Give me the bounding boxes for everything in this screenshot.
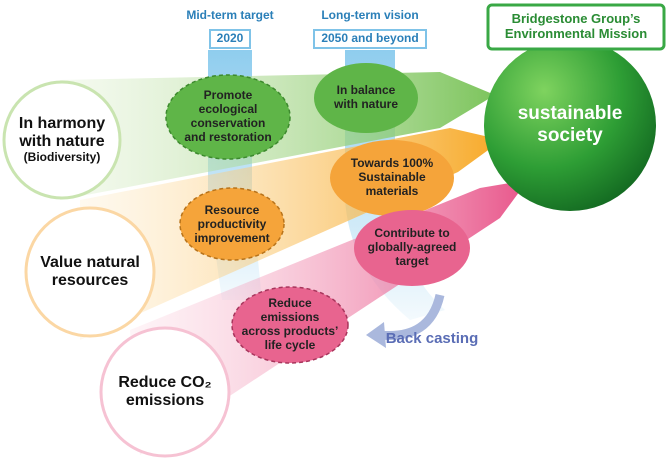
pillar-circle	[99, 326, 231, 458]
initiative-ellipse	[330, 140, 454, 216]
initiative-label: Resource productivity improvement	[194, 203, 270, 245]
initiative-label: Promote ecological conservation and rest…	[184, 88, 272, 144]
timeline-year-box: 2050 and beyond	[300, 28, 440, 50]
pillar: In harmony with nature (Biodiversity)	[14, 105, 110, 175]
initiative-label: Towards 100% Sustainable materials	[350, 156, 434, 198]
mission-line: Bridgestone Group’s	[511, 11, 641, 27]
timeline-label: Long-term vision	[321, 8, 419, 23]
pillar-circle	[2, 80, 122, 200]
back-casting-arrow	[379, 293, 445, 340]
timeline-year: 2050 and beyond	[313, 29, 427, 49]
timeline-year: 2020	[208, 29, 252, 49]
mission-box	[486, 3, 666, 51]
back-casting-label: Back casting	[385, 330, 479, 348]
goal: sustainable society	[517, 103, 623, 146]
initiative-label: Reduce emissions across products’ life c…	[241, 296, 339, 352]
initiative-ellipse	[231, 286, 349, 364]
pillar-title: Value natural resources	[40, 253, 140, 289]
pillar-title: In harmony with nature	[18, 114, 106, 151]
initiative-ellipse	[354, 210, 470, 286]
mission: Bridgestone Group’s Environmental Missio…	[488, 7, 664, 47]
pillar-title: Reduce CO₂ emissions	[118, 373, 212, 409]
mission-line: Environmental Mission	[504, 26, 648, 41]
initiative-ellipse	[165, 74, 291, 160]
pillar-circle	[24, 206, 156, 338]
timeline-year-box: 2020	[180, 28, 280, 50]
initiative-label: Contribute to globally-agreed target	[367, 226, 457, 268]
initiative-ellipse	[179, 187, 285, 261]
arrow-head	[366, 322, 386, 348]
initiative-ellipse	[314, 63, 418, 133]
timeline-label: Mid-term target	[186, 8, 274, 23]
goal-sphere	[484, 39, 656, 211]
initiative-label: In balance with nature	[333, 83, 398, 111]
pillar-note: (Biodiversity)	[23, 150, 101, 165]
